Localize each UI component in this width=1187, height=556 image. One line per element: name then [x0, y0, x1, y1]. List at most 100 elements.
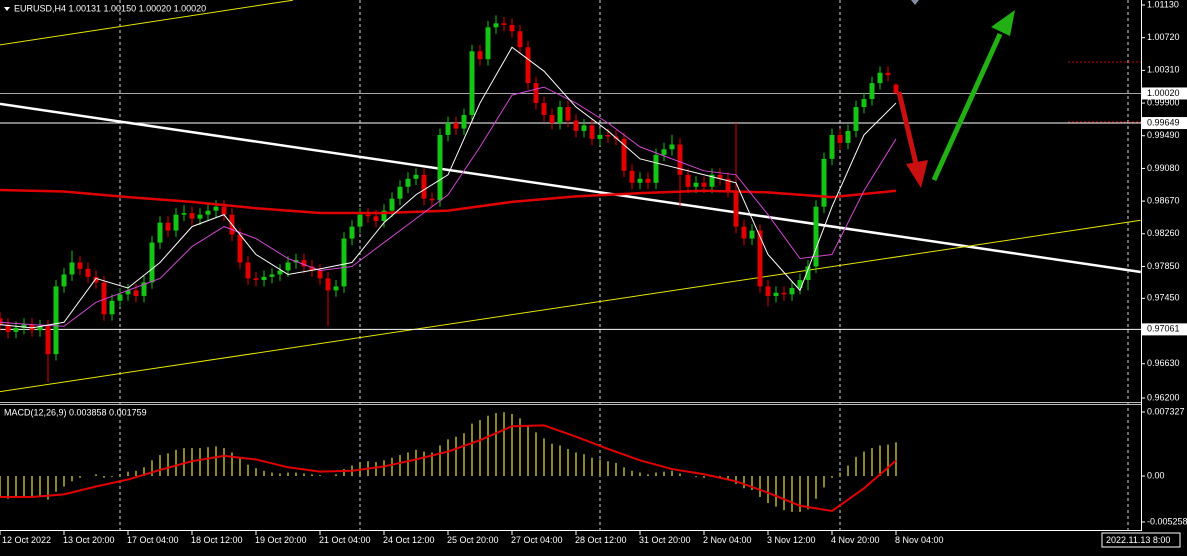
candle-body: [845, 130, 851, 143]
candle-body: [685, 174, 691, 187]
x-tick-label: 2 Nov 04:00: [703, 535, 752, 545]
candle-body: [53, 286, 59, 355]
y-tick-label: 0.98670: [1147, 195, 1180, 205]
candle-body: [765, 286, 771, 296]
y-tick-label: -0.005258: [1147, 516, 1187, 526]
candle-body: [549, 115, 555, 123]
candle-body: [221, 206, 227, 215]
candle-body: [373, 216, 379, 222]
candle-body: [0, 318, 3, 325]
trendline: [0, 219, 1141, 393]
candle-body: [253, 278, 259, 281]
candle-body: [733, 190, 739, 227]
candle-body: [661, 149, 667, 155]
candle-body: [797, 280, 803, 288]
candle-body: [13, 327, 19, 332]
candle-body: [701, 182, 707, 187]
candle-body: [421, 174, 427, 199]
candle-body: [341, 238, 347, 287]
y-tick-label: 1.01130: [1147, 0, 1179, 9]
x-tick-label: 3 Nov 12:00: [767, 535, 816, 545]
candle-body: [357, 214, 363, 227]
x-tick-label: 8 Nov 04:00: [895, 535, 944, 545]
candle-body: [437, 134, 443, 201]
candle-body: [893, 84, 899, 94]
x-tick-label: 17 Oct 04:00: [127, 535, 179, 545]
down-arrow: [896, 91, 928, 188]
candle-body: [573, 120, 579, 131]
candle-body: [133, 290, 139, 296]
candle-body: [141, 282, 147, 296]
trendline: [0, 0, 293, 46]
candle-body: [85, 268, 91, 277]
candle-body: [533, 83, 539, 104]
candle-body: [565, 107, 571, 121]
candle-body: [173, 214, 179, 231]
candle-body: [885, 72, 891, 76]
y-tick-label: 0.007327: [1147, 406, 1185, 416]
candle-body: [773, 292, 779, 296]
candle-body: [789, 287, 795, 295]
candle-body: [741, 226, 747, 239]
x-tick-label: 18 Oct 12:00: [191, 535, 243, 545]
candle-body: [349, 226, 355, 239]
candle-body: [181, 213, 187, 215]
candle-body: [309, 266, 315, 271]
candle-body: [501, 23, 507, 25]
candle-body: [269, 274, 275, 277]
candle-body: [325, 278, 331, 291]
candle-body: [117, 294, 123, 301]
candle-body: [429, 198, 435, 201]
candle-body: [101, 282, 107, 315]
price-label-box: [1142, 87, 1187, 100]
candle-body: [333, 286, 339, 291]
cursor-box: [1101, 532, 1181, 548]
candle-body: [365, 214, 371, 217]
candle-body: [21, 324, 27, 328]
candle-body: [277, 270, 283, 275]
candle-body: [285, 262, 291, 271]
y-tick-label: 1.00310: [1147, 65, 1180, 75]
candle-body: [813, 206, 819, 267]
up-arrow: [931, 10, 1015, 182]
candle-body: [837, 134, 843, 143]
candle-body: [485, 27, 491, 60]
y-tick-label: 0.99900: [1147, 97, 1180, 107]
x-tick-label: 19 Oct 20:00: [255, 535, 307, 545]
chart-title: EURUSD,H4 1.00131 1.00150 1.00020 1.0002…: [14, 3, 206, 13]
moving-average: [0, 188, 897, 215]
x-tick-label: 27 Oct 04:00: [511, 535, 563, 545]
candle-body: [581, 125, 587, 131]
candle-body: [389, 198, 395, 211]
candle-body: [317, 270, 323, 279]
x-tick-label: 21 Oct 04:00: [319, 535, 371, 545]
menu-triangle: [4, 7, 10, 11]
candle-body: [397, 186, 403, 199]
signal-line: [0, 424, 897, 513]
candle-body: [301, 260, 307, 267]
candle-body: [693, 182, 699, 187]
candle-body: [149, 242, 155, 283]
candle-body: [557, 107, 563, 123]
candle-body: [461, 115, 467, 129]
moving-average: [0, 86, 897, 327]
candle-body: [493, 23, 499, 28]
candle-body: [877, 72, 883, 84]
candle-body: [445, 122, 451, 135]
candle-body: [653, 154, 659, 183]
candle-body: [189, 213, 195, 219]
candle-body: [469, 51, 475, 116]
candle-body: [69, 262, 75, 275]
moving-average: [0, 46, 897, 329]
candle-body: [669, 144, 675, 150]
candle-body: [717, 174, 723, 179]
x-tick-label: 12 Oct 2022: [2, 535, 51, 545]
candle-body: [165, 222, 171, 231]
price-panel: [0, 0, 1141, 393]
candle-body: [77, 262, 83, 269]
candle-body: [509, 24, 515, 32]
x-tick-label: 25 Oct 20:00: [447, 535, 499, 545]
y-tick-label: 0.96200: [1147, 392, 1180, 402]
price-label-box: [1142, 323, 1187, 336]
